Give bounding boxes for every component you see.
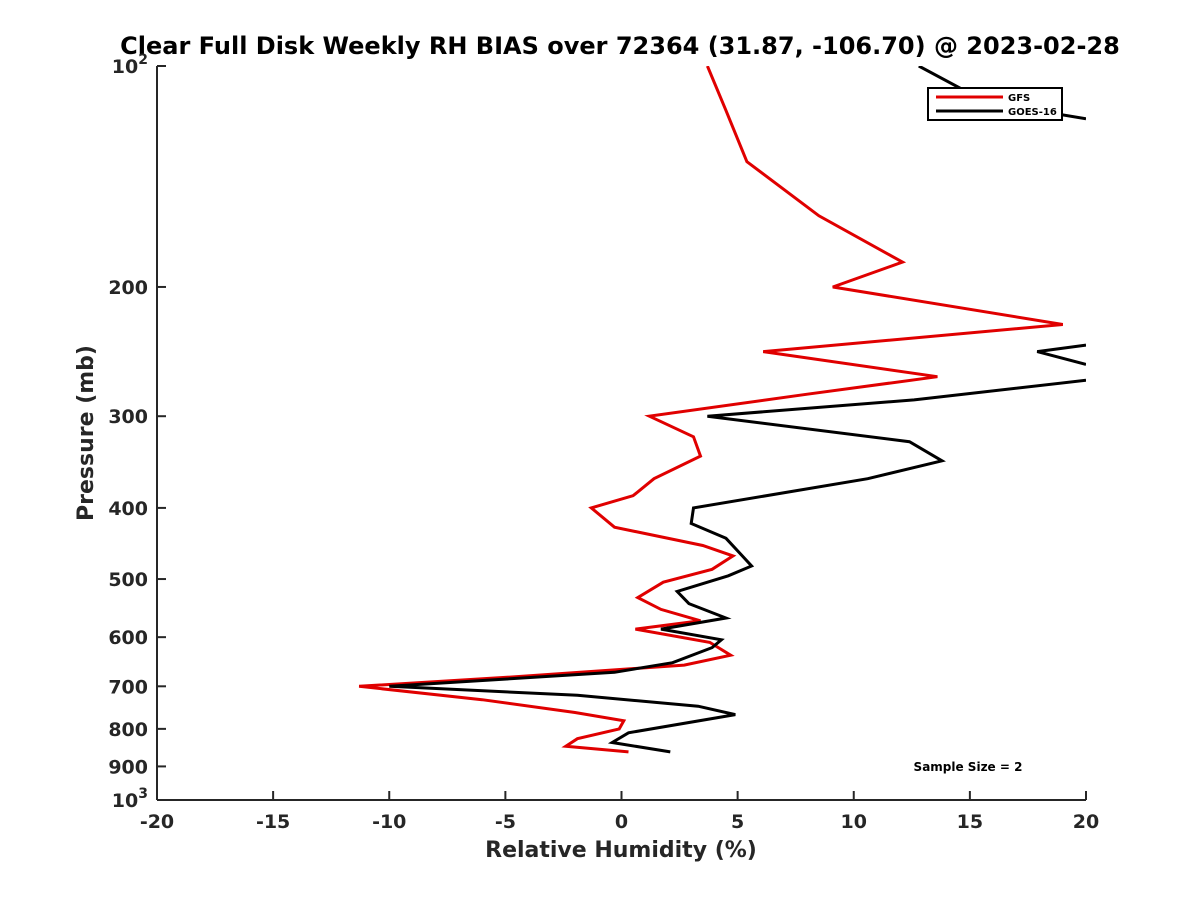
x-tick-label: -10 [372, 811, 406, 833]
y-tick-label: 102 [112, 52, 148, 78]
chart-title: Clear Full Disk Weekly RH BIAS over 7236… [120, 32, 1120, 60]
y-tick-label: 900 [108, 756, 148, 778]
legend: GFS GOES-16 [927, 87, 1063, 121]
series-layer [358, 66, 1086, 754]
x-tick-label: 15 [957, 811, 983, 833]
legend-label: GOES-16 [1008, 107, 1057, 118]
legend-label: GFS [1008, 93, 1030, 104]
x-axis: -20 -15 -10 -5 0 5 10 15 20 [140, 791, 1099, 833]
x-tick-label: 0 [615, 811, 628, 833]
x-tick-label: -5 [495, 811, 516, 833]
y-axis-label: Pressure (mb) [74, 345, 99, 521]
x-tick-label: 10 [841, 811, 867, 833]
sample-size-annotation: Sample Size = 2 [914, 760, 1023, 774]
x-tick-label: -20 [140, 811, 174, 833]
y-tick-label: 500 [108, 569, 148, 591]
legend-box [927, 87, 1063, 121]
y-tick-label: 400 [108, 498, 148, 520]
x-tick-label: 20 [1073, 811, 1099, 833]
x-tick-label: -15 [256, 811, 290, 833]
y-tick-label: 200 [108, 277, 148, 299]
x-tick-label: 5 [731, 811, 744, 833]
y-tick-label: 600 [108, 627, 148, 649]
y-tick-label: 700 [108, 676, 148, 698]
series-line-1 [358, 66, 1064, 754]
y-tick-label: 300 [108, 406, 148, 428]
y-tick-label: 103 [112, 786, 148, 812]
series-line-2 [389, 66, 1086, 754]
x-axis-label: Relative Humidity (%) [485, 838, 757, 863]
plot-area [156, 66, 1086, 801]
y-tick-label: 800 [108, 719, 148, 741]
y-axis: 102 200 300 400 500 600 700 800 900 103 [108, 52, 166, 812]
